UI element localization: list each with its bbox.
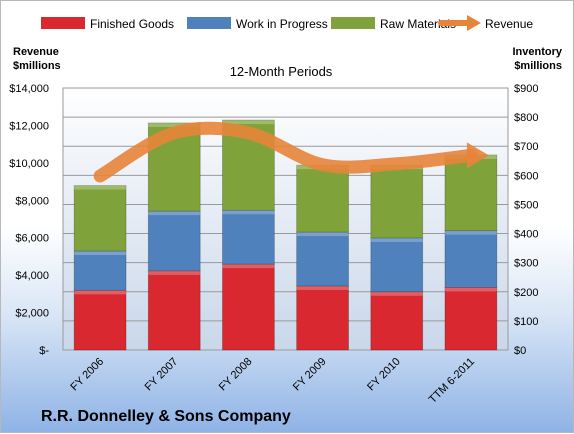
revenue-line [93, 121, 478, 183]
y-left-tick-label: $- [39, 345, 49, 357]
bar-work-in-progress [444, 230, 498, 288]
bar-raw-materials [296, 164, 349, 233]
revenue-line-arrowhead [466, 142, 489, 169]
bar-finished-goods [444, 287, 498, 351]
legend-label-raw-materials: Raw Materials [380, 17, 456, 31]
legend-label-finished-goods: Finished Goods [90, 17, 174, 31]
bar-highlight [444, 230, 497, 235]
bar-raw-materials [370, 164, 424, 239]
bar-finished-goods [73, 289, 127, 351]
y-right-title-line1: Inventory [512, 46, 562, 58]
bar-highlight [74, 251, 127, 256]
bar-highlight [74, 290, 127, 295]
y-left-tick-label: $2,000 [15, 308, 49, 320]
x-tick-label: FY 2010 [365, 356, 403, 394]
legend-label-work-in-progress: Work in Progress [236, 17, 328, 31]
legend-swatch-revenue [438, 15, 481, 31]
y-left-title-line2: $millions [13, 60, 61, 72]
bar-highlight [222, 264, 275, 269]
bar-highlight [370, 237, 423, 242]
bar-highlight [148, 122, 201, 127]
bar-finished-goods [370, 291, 424, 351]
bar-highlight [222, 210, 275, 215]
bar-raw-materials [444, 154, 498, 232]
bar-highlight [74, 185, 127, 190]
legend: Finished Goods Work in Progress Raw Mate… [41, 15, 533, 31]
y-left-tick-label: $10,000 [9, 158, 49, 170]
y-right-tick-label: $400 [514, 229, 538, 241]
y-right-title-line2: $millions [514, 60, 562, 72]
x-tick-label: TTM 6-2011 [427, 356, 477, 406]
y-left-tick-label: $12,000 [9, 120, 49, 132]
bar-finished-goods [296, 285, 349, 351]
y-left-title-line1: Revenue [13, 46, 59, 58]
x-tick-labels: FY 2006 FY 2007 FY 2008 FY 2009 FY 2010 TTM 6… [68, 356, 477, 406]
legend-swatch-finished-goods [41, 17, 85, 29]
x-tick-label: FY 2008 [217, 356, 255, 394]
bar-highlight [296, 285, 349, 290]
revenue-line-layer [93, 121, 489, 183]
y-right-tick-label: $700 [514, 141, 538, 153]
plot-area [62, 87, 509, 351]
y-right-tick-label: $300 [514, 258, 538, 270]
legend-label-revenue: Revenue [485, 17, 533, 31]
bar-work-in-progress [222, 209, 275, 265]
bar-work-in-progress [73, 250, 127, 291]
y-left-tick-label: $8,000 [15, 195, 49, 207]
y-right-tick-label: $200 [514, 287, 538, 299]
legend-swatch-raw-materials [331, 17, 375, 29]
x-tick-label: FY 2006 [68, 356, 106, 394]
y-right-tick-label: $900 [514, 83, 538, 95]
bar-highlight [148, 211, 201, 216]
bar-finished-goods [147, 270, 201, 351]
company-name: R.R. Donnelley & Sons Company [41, 408, 291, 425]
bar-work-in-progress [147, 210, 201, 272]
bar-work-in-progress [296, 231, 349, 287]
y-right-tick-label: $100 [514, 316, 538, 328]
bar-highlight [370, 291, 423, 296]
bar-raw-materials [73, 185, 127, 252]
legend-swatch-work-in-progress [187, 17, 231, 29]
x-tick-label: FY 2007 [143, 356, 181, 394]
y-left-tick-label: $14,000 [9, 83, 49, 95]
y-left-tick-label: $6,000 [15, 233, 49, 245]
bar-work-in-progress [370, 237, 424, 293]
bar-highlight [296, 232, 349, 237]
bar-finished-goods [222, 263, 275, 351]
bar-highlight [148, 270, 201, 275]
bar-highlight [444, 287, 497, 292]
chart-subtitle: 12-Month Periods [230, 64, 333, 79]
y-right-tick-label: $500 [514, 199, 538, 211]
y-right-tick-label: $600 [514, 170, 538, 182]
y-right-tick-label: $800 [514, 112, 538, 124]
y-right-tick-label: $0 [514, 345, 526, 357]
y-left-tick-label: $4,000 [15, 270, 49, 282]
bar-highlight [222, 120, 275, 125]
bar-layer [73, 119, 498, 351]
x-tick-label: FY 2009 [291, 356, 329, 394]
y-left-tick-labels: $- $2,000 $4,000 $6,000 $8,000 $10,000 $12,000… [9, 83, 49, 357]
y-right-tick-labels: $0 $100 $200 $300 $400 $500 $600 $700 $800 $900 [514, 83, 538, 357]
